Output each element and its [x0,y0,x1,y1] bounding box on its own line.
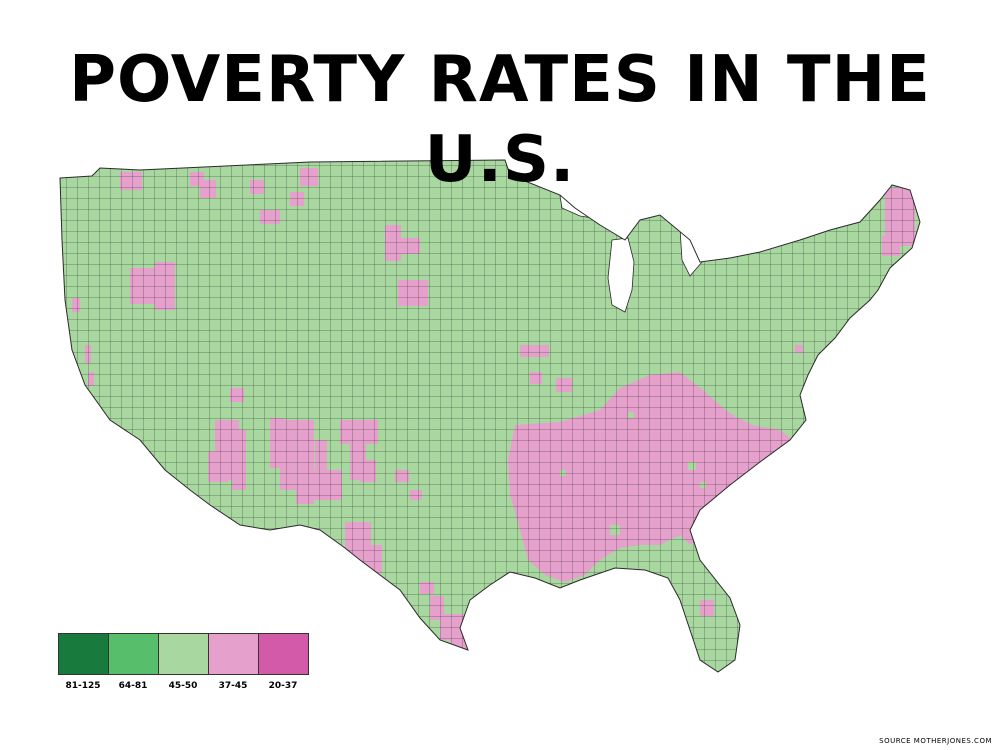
legend-swatches [58,633,309,675]
legend-label: 45-50 [168,681,198,691]
legend-label: 20-37 [268,681,298,691]
legend-label: 81-125 [65,681,101,691]
legend-label: 64-81 [118,681,148,691]
legend-swatch-20-37 [259,634,308,674]
legend-label: 37-45 [218,681,248,691]
legend-swatch-81-125 [59,634,109,674]
legend: 81-125 64-81 45-50 37-45 20-37 [58,633,309,691]
legend-swatch-37-45 [209,634,259,674]
page-title: POVERTY RATES IN THE U.S. [69,43,931,197]
legend-labels: 81-125 64-81 45-50 37-45 20-37 [58,681,309,691]
legend-swatch-64-81 [109,634,159,674]
lake-michigan [607,237,635,313]
legend-swatch-45-50 [159,634,209,674]
source-credit: SOURCE MOTHERJONES.COM [879,737,992,745]
